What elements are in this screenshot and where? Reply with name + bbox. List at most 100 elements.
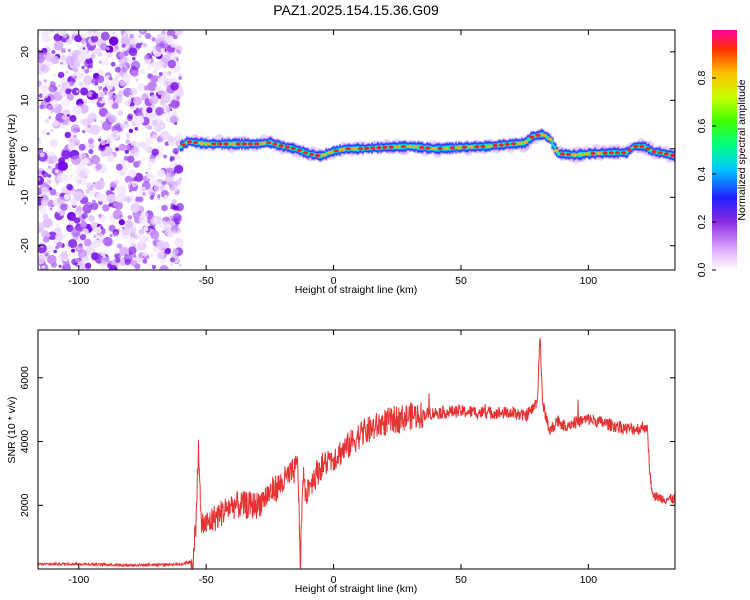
ridge-peak: [596, 151, 602, 155]
noise-blob: [80, 32, 86, 38]
noise-blob: [175, 133, 183, 141]
ridge-band: [630, 143, 634, 154]
colorbar: 0.0 0.2 0.4 0.6 0.8 Normalized spectral ampl…: [696, 30, 748, 277]
colorbar-tick-label: 0.4: [696, 167, 708, 182]
noise-blob: [66, 38, 72, 45]
noise-blob: [74, 34, 83, 43]
noise-blob: [156, 136, 162, 142]
noise-blob: [83, 75, 93, 85]
ridge-peak: [217, 142, 223, 146]
ridge-band: [320, 149, 323, 163]
noise-blob: [102, 204, 110, 212]
noise-blob: [83, 195, 86, 198]
noise-blob: [173, 34, 178, 40]
ridge-band: [533, 130, 536, 142]
noise-blob: [170, 82, 179, 91]
noise-blob: [39, 207, 47, 215]
noise-blob: [49, 188, 57, 196]
ridge-band: [186, 135, 189, 150]
noise-blob: [43, 236, 50, 243]
noise-blob: [130, 227, 137, 234]
noise-blob: [108, 203, 113, 207]
noise-blob: [137, 160, 142, 165]
ridge-peak: [351, 147, 358, 151]
noise-blob: [65, 88, 72, 95]
noise-blob: [174, 153, 181, 160]
noise-blob: [60, 251, 68, 260]
noise-blob: [147, 172, 153, 178]
noise-blob: [119, 120, 129, 130]
noise-blob: [125, 139, 131, 145]
ridge-peak: [284, 145, 290, 149]
snr-frame: [37, 329, 676, 570]
noise-blob: [82, 47, 86, 50]
noise-blob: [144, 235, 150, 242]
noise-blob: [116, 185, 126, 195]
noise-blob: [145, 171, 148, 175]
noise-blob: [81, 212, 88, 219]
noise-blob: [41, 31, 48, 38]
noise-blob: [172, 100, 180, 108]
ridge-band: [184, 137, 187, 150]
noise-blob: [80, 87, 89, 96]
ridge-peak: [578, 152, 584, 157]
noise-blob: [140, 69, 146, 74]
noise-blob: [54, 169, 59, 174]
noise-blob: [178, 177, 183, 182]
noise-blob: [78, 213, 82, 217]
noise-blob: [99, 224, 103, 228]
noise-blob: [90, 124, 101, 134]
noise-blob: [151, 119, 159, 126]
ridge-peak: [572, 153, 578, 157]
noise-blob: [98, 86, 102, 90]
noise-blob: [44, 44, 48, 48]
noise-blob: [109, 217, 117, 224]
spectrogram-y-tick-label: 20: [19, 46, 31, 58]
ridge-peak: [406, 144, 413, 148]
ridge-peak: [419, 145, 425, 150]
noise-blob: [133, 234, 140, 240]
noise-blob: [176, 49, 180, 52]
noise-blob: [109, 36, 119, 46]
ridge-peak: [517, 141, 523, 145]
noise-blob: [38, 227, 42, 234]
noise-blob: [137, 34, 142, 39]
ridge-band: [522, 137, 525, 149]
noise-blob: [130, 203, 141, 213]
noise-blob: [76, 45, 80, 48]
noise-blob: [98, 213, 103, 218]
noise-blob: [150, 230, 160, 240]
noise-blob: [138, 215, 148, 225]
noise-blob: [70, 215, 76, 222]
noise-blob: [173, 205, 180, 211]
ridge-band: [296, 144, 299, 155]
noise-blob: [44, 252, 49, 257]
noise-blob: [69, 163, 73, 167]
noise-blob: [159, 265, 169, 270]
noise-blob: [71, 155, 81, 166]
noise-blob: [169, 115, 178, 124]
ridge-peak: [492, 143, 498, 148]
ridge-band: [626, 145, 629, 159]
noise-blob: [81, 65, 85, 70]
colorbar-tick-label: 0.6: [696, 119, 708, 134]
noise-blob: [124, 175, 133, 184]
noise-blob: [110, 130, 121, 140]
noise-blob: [82, 118, 92, 127]
noise-blob: [132, 38, 139, 45]
noise-blob: [157, 151, 165, 158]
noise-blob: [49, 207, 53, 211]
ridge-peak: [584, 152, 590, 156]
noise-blob: [51, 49, 56, 55]
noise-blob: [74, 258, 80, 264]
ridge-band: [331, 146, 334, 158]
noise-blob: [119, 80, 126, 87]
noise-blob: [88, 215, 95, 222]
ridge-peak: [486, 144, 492, 148]
noise-blob: [132, 253, 137, 258]
spectrogram-y-tick-label: -10: [19, 190, 31, 205]
noise-blob: [113, 231, 118, 236]
ridge-peak: [425, 146, 431, 150]
noise-blob: [143, 226, 149, 232]
noise-blob: [51, 55, 60, 65]
